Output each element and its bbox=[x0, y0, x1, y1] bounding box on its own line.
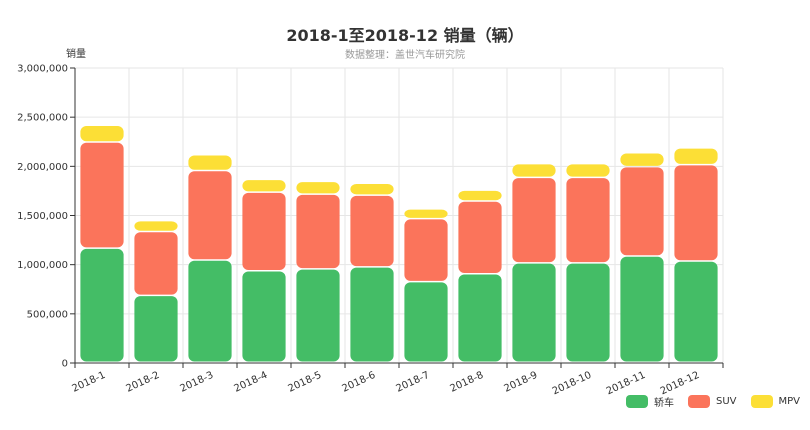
bar-segment-sedan[interactable] bbox=[188, 260, 232, 362]
y-tick-label: 1,000,000 bbox=[17, 260, 68, 271]
bar-segment-sedan[interactable] bbox=[134, 296, 178, 362]
legend-item-mpv[interactable]: MPV bbox=[750, 395, 801, 408]
bar-segment-mpv[interactable] bbox=[674, 148, 718, 164]
legend-swatch bbox=[625, 395, 648, 408]
legend-item-suv[interactable]: SUV bbox=[687, 395, 737, 408]
bar-segment-sedan[interactable] bbox=[620, 256, 664, 362]
x-tick-label: 2018-4 bbox=[233, 370, 270, 395]
chart-subtitle: 数据整理：盖世汽车研究院 bbox=[345, 50, 465, 61]
bar-segment-suv[interactable] bbox=[620, 167, 664, 256]
bar-segment-suv[interactable] bbox=[674, 165, 718, 261]
y-tick-label: 500,000 bbox=[27, 309, 68, 320]
x-tick-label: 2018-6 bbox=[341, 370, 378, 395]
legend-label: 轿车 bbox=[653, 398, 674, 409]
legend-label: SUV bbox=[715, 396, 737, 407]
y-tick-label: 0 bbox=[62, 359, 68, 370]
bar-segment-mpv[interactable] bbox=[242, 180, 286, 192]
bar-segment-suv[interactable] bbox=[566, 178, 610, 263]
x-tick-label: 2018-3 bbox=[179, 370, 216, 395]
bar-segment-sedan[interactable] bbox=[674, 261, 718, 362]
bar-segment-suv[interactable] bbox=[80, 142, 124, 248]
bar-segment-suv[interactable] bbox=[404, 219, 448, 281]
bar-segment-suv[interactable] bbox=[458, 201, 502, 273]
x-tick-label: 2018-10 bbox=[551, 370, 594, 398]
bar-segment-sedan[interactable] bbox=[80, 248, 124, 362]
legend-swatch bbox=[687, 395, 710, 408]
bar-segment-mpv[interactable] bbox=[512, 164, 556, 177]
bar-segment-sedan[interactable] bbox=[404, 282, 448, 362]
bar-segment-mpv[interactable] bbox=[80, 126, 124, 142]
bar-segment-sedan[interactable] bbox=[512, 263, 556, 362]
x-tick-label: 2018-2 bbox=[125, 370, 162, 395]
bar-segment-mpv[interactable] bbox=[296, 182, 340, 194]
legend-label: MPV bbox=[778, 396, 801, 407]
bar-segment-suv[interactable] bbox=[512, 178, 556, 263]
bar-segment-sedan[interactable] bbox=[296, 269, 340, 362]
bar-segment-mpv[interactable] bbox=[458, 190, 502, 201]
y-tick-label: 1,500,000 bbox=[17, 211, 68, 222]
bar-segment-mpv[interactable] bbox=[620, 153, 664, 166]
bar-segment-sedan[interactable] bbox=[458, 274, 502, 362]
chart-legend: 轿车 SUV MPV bbox=[625, 394, 801, 409]
bar-segment-mpv[interactable] bbox=[350, 184, 394, 195]
bar-segment-mpv[interactable] bbox=[566, 164, 610, 177]
y-tick-label: 3,000,000 bbox=[17, 64, 68, 75]
bar-segment-mpv[interactable] bbox=[134, 221, 178, 231]
x-tick-label: 2018-8 bbox=[449, 370, 486, 395]
x-tick-label: 2018-9 bbox=[503, 370, 540, 395]
y-tick-label: 2,500,000 bbox=[17, 113, 68, 124]
y-axis-label: 销量 bbox=[66, 49, 86, 60]
legend-item-sedan[interactable]: 轿车 bbox=[625, 394, 674, 409]
bar-segment-suv[interactable] bbox=[134, 232, 178, 295]
legend-swatch bbox=[750, 395, 773, 408]
bar-segment-sedan[interactable] bbox=[350, 267, 394, 362]
bar-segment-suv[interactable] bbox=[188, 171, 232, 260]
x-tick-label: 2018-7 bbox=[395, 370, 432, 395]
bar-segment-sedan[interactable] bbox=[242, 271, 286, 362]
bar-segment-sedan[interactable] bbox=[566, 263, 610, 362]
x-tick-label: 2018-5 bbox=[287, 370, 324, 395]
bar-segment-suv[interactable] bbox=[296, 194, 340, 269]
bar-segment-mpv[interactable] bbox=[188, 155, 232, 170]
bar-segment-suv[interactable] bbox=[242, 192, 286, 271]
y-tick-label: 2,000,000 bbox=[17, 162, 68, 173]
x-tick-label: 2018-1 bbox=[71, 370, 108, 395]
bar-segment-suv[interactable] bbox=[350, 195, 394, 267]
bar-segment-mpv[interactable] bbox=[404, 209, 448, 218]
chart-title: 2018-1至2018-12 销量（辆） bbox=[286, 26, 524, 45]
